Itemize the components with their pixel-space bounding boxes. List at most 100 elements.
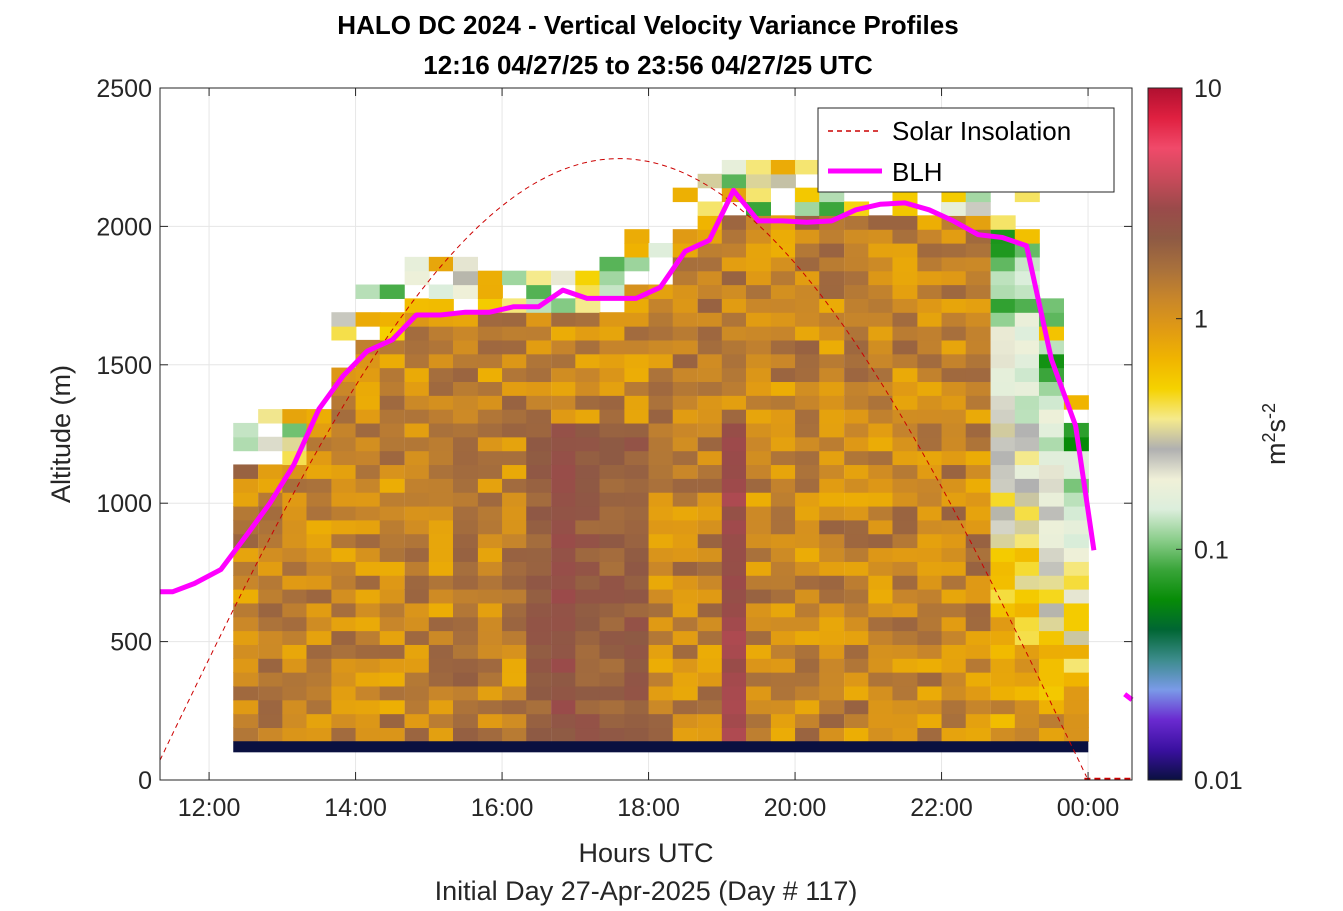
heatmap-cell [477, 436, 503, 452]
legend: Solar Insolation BLH [817, 107, 1115, 193]
heatmap-cell [233, 478, 259, 493]
heatmap-cell [428, 630, 454, 645]
heatmap-cell [795, 353, 821, 369]
heatmap-cell [745, 533, 771, 549]
heatmap-cell [551, 367, 577, 383]
heatmap-cell [624, 658, 650, 673]
heatmap-cell [526, 395, 552, 410]
heatmap-cell [428, 256, 454, 272]
heatmap-cell [306, 436, 332, 452]
heatmap-cell [745, 436, 771, 452]
heatmap-cell [917, 450, 943, 466]
heatmap-cell [355, 409, 381, 424]
heatmap-cell [526, 422, 552, 438]
heatmap-cell [452, 699, 479, 715]
heatmap-cell [819, 270, 845, 286]
heatmap-cell [355, 699, 381, 715]
heatmap-cell [502, 409, 528, 424]
heatmap-cell [648, 339, 674, 355]
heatmap-cell [1063, 492, 1089, 507]
heatmap-cell [697, 284, 723, 299]
heatmap-cell [526, 727, 552, 742]
heatmap-cell [452, 519, 479, 535]
heatmap-cell [428, 353, 454, 369]
heatmap-cell [892, 339, 918, 355]
heatmap-cell [941, 658, 967, 673]
heatmap-cell [770, 367, 796, 383]
heatmap-cell [624, 450, 650, 466]
heatmap-cell [868, 367, 894, 383]
heatmap-cell [306, 644, 332, 659]
heatmap-cell [770, 464, 796, 479]
legend-blh-label: BLH [892, 157, 943, 187]
heatmap-cell [844, 727, 870, 742]
heatmap-cell [258, 589, 284, 604]
heatmap-cell [551, 422, 577, 438]
heatmap-cell [892, 699, 918, 715]
heatmap-cell [331, 450, 357, 466]
heatmap-cell [721, 284, 747, 299]
heatmap-cell [355, 478, 381, 493]
heatmap-cell [941, 312, 967, 327]
heatmap-cell [355, 436, 381, 452]
heatmap-cell [1038, 630, 1064, 645]
heatmap-cell [379, 630, 405, 645]
heatmap-cell [1014, 561, 1040, 576]
heatmap-cell [795, 519, 821, 535]
heatmap-cell [721, 422, 747, 438]
heatmap-cell [428, 685, 454, 701]
blh-tail [1123, 692, 1134, 702]
heatmap-cell [868, 381, 894, 396]
heatmap-cell [502, 436, 528, 452]
heatmap-cell [526, 644, 552, 659]
heatmap-cell [502, 630, 528, 645]
heatmap-cell [917, 561, 943, 576]
heatmap-cell [990, 326, 1016, 341]
heatmap-cell [624, 713, 650, 729]
heatmap-cell [428, 699, 454, 715]
heatmap-cell [721, 672, 747, 687]
heatmap-cell [819, 505, 845, 521]
heatmap-cell [1014, 727, 1040, 742]
heatmap-cell [819, 492, 845, 507]
heatmap-cell [941, 644, 967, 659]
heatmap-cell [965, 326, 991, 341]
heatmap-cell [502, 326, 528, 341]
heatmap-cell [844, 478, 870, 493]
colorbar-tick-label: 1 [1194, 306, 1208, 334]
heatmap-cell [819, 436, 845, 452]
heatmap-cell [282, 658, 308, 673]
heatmap-cell [404, 616, 430, 632]
heatmap-cell [941, 201, 967, 216]
heatmap-cell [795, 312, 821, 327]
heatmap-cell [551, 547, 577, 562]
heatmap-cell [502, 561, 528, 576]
heatmap-cell [452, 658, 479, 673]
heatmap-cell [1063, 602, 1089, 618]
heatmap-cell [575, 533, 601, 549]
heatmap-cell [624, 367, 650, 383]
heatmap-cell [306, 547, 332, 562]
heatmap-cell [331, 575, 357, 590]
heatmap-cell [697, 589, 723, 604]
heatmap-cell [452, 464, 479, 479]
heatmap-cell [868, 547, 894, 562]
heatmap-cell [599, 505, 625, 521]
chart-title-line2: 12:16 04/27/25 to 23:56 04/27/25 UTC [423, 50, 873, 80]
heatmap-cell [575, 589, 601, 604]
heatmap-cell [379, 575, 405, 590]
heatmap-cell [844, 602, 870, 618]
heatmap-cell [502, 727, 528, 742]
heatmap-cell [965, 685, 991, 701]
heatmap-cell [745, 409, 771, 424]
heatmap-cell [672, 312, 698, 327]
heatmap-cell [672, 270, 698, 286]
heatmap-cell [599, 436, 625, 452]
heatmap-cell [844, 298, 870, 313]
heatmap-cell [892, 727, 918, 742]
heatmap-cell [795, 381, 821, 396]
heatmap-cell [917, 256, 943, 272]
heatmap-cell [941, 256, 967, 272]
heatmap-cell [721, 395, 747, 410]
heatmap-cell [1063, 561, 1089, 576]
